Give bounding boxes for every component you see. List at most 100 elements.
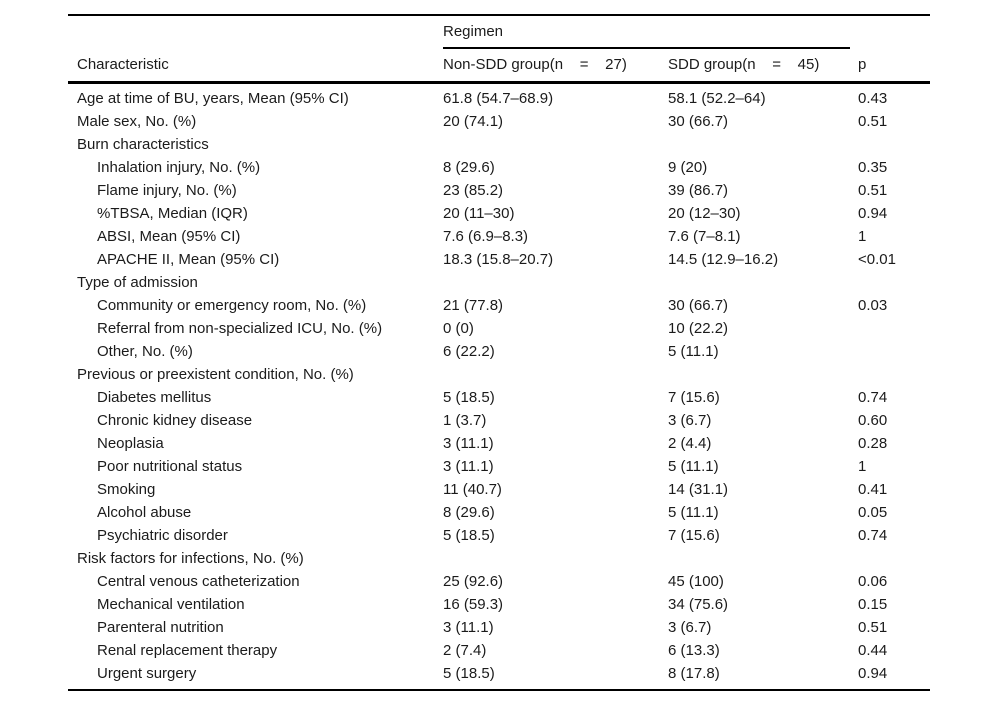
table-row: Chronic kidney disease 1 (3.7) 3 (6.7) 0…	[68, 409, 930, 432]
row-characteristic-label: Community or emergency room, No. (%)	[97, 297, 367, 314]
table-row: Renal replacement therapy 2 (7.4) 6 (13.…	[68, 639, 930, 662]
table-row: Other, No. (%) 6 (22.2) 5 (11.1)	[68, 340, 930, 363]
row-nonsdd-value: 18.3 (15.8–20.7)	[443, 251, 554, 268]
row-characteristic-label: Renal replacement therapy	[97, 642, 278, 659]
row-sdd-value: 7 (15.6)	[668, 389, 720, 406]
row-p-value: <0.01	[858, 251, 896, 268]
row-nonsdd-value: 21 (77.8)	[443, 297, 504, 314]
row-p-value: 0.60	[858, 412, 888, 429]
row-nonsdd-value: 5 (18.5)	[443, 527, 495, 544]
row-characteristic-label: Urgent surgery	[97, 665, 197, 682]
row-sdd-value: 7.6 (7–8.1)	[668, 228, 741, 245]
row-sdd-value: 2 (4.4)	[668, 435, 712, 452]
row-p-value: 0.51	[858, 113, 888, 130]
row-characteristic-label: Central venous catheterization	[97, 573, 300, 590]
table-row: Diabetes mellitus 5 (18.5) 7 (15.6) 0.74	[68, 386, 930, 409]
table-row: Smoking 11 (40.7) 14 (31.1) 0.41	[68, 478, 930, 501]
row-characteristic-label: %TBSA, Median (IQR)	[97, 205, 248, 222]
col-header-p-value: p	[858, 56, 867, 73]
row-sdd-value: 7 (15.6)	[668, 527, 720, 544]
col-header-characteristic: Characteristic	[77, 56, 169, 73]
row-p-value: 0.43	[858, 90, 888, 107]
row-characteristic-label: Previous or preexistent condition, No. (…	[77, 366, 354, 383]
row-nonsdd-value: 20 (11–30)	[443, 205, 515, 222]
characteristics-table: Regimen Characteristic Non-SDD group(n =…	[68, 14, 930, 691]
row-nonsdd-value: 6 (22.2)	[443, 343, 495, 360]
row-p-value: 0.15	[858, 596, 888, 613]
table-row: %TBSA, Median (IQR) 20 (11–30) 20 (12–30…	[68, 202, 930, 225]
table-body: Age at time of BU, years, Mean (95% CI) …	[68, 84, 930, 691]
row-sdd-value: 10 (22.2)	[668, 320, 729, 337]
row-nonsdd-value: 11 (40.7)	[443, 481, 502, 498]
table-row: ABSI, Mean (95% CI) 7.6 (6.9–8.3) 7.6 (7…	[68, 225, 930, 248]
column-header-row: Characteristic Non-SDD group(n = 27) SDD…	[68, 48, 930, 84]
row-p-value: 0.05	[858, 504, 888, 521]
row-nonsdd-value: 5 (18.5)	[443, 389, 495, 406]
row-sdd-value: 14.5 (12.9–16.2)	[668, 251, 779, 268]
row-characteristic-label: Diabetes mellitus	[97, 389, 212, 406]
row-sdd-value: 9 (20)	[668, 159, 708, 176]
row-characteristic-label: Alcohol abuse	[97, 504, 192, 521]
row-sdd-value: 39 (86.7)	[668, 182, 729, 199]
row-characteristic-label: Parenteral nutrition	[97, 619, 224, 636]
row-characteristic-label: APACHE II, Mean (95% CI)	[97, 251, 280, 268]
row-nonsdd-value: 20 (74.1)	[443, 113, 504, 130]
table-row: Parenteral nutrition 3 (11.1) 3 (6.7) 0.…	[68, 616, 930, 639]
row-p-value: 0.74	[858, 527, 888, 544]
row-characteristic-label: Referral from non-specialized ICU, No. (…	[97, 320, 383, 337]
table-row: Type of admission	[68, 271, 930, 294]
table-row: Alcohol abuse 8 (29.6) 5 (11.1) 0.05	[68, 501, 930, 524]
table-row: Referral from non-specialized ICU, No. (…	[68, 317, 930, 340]
row-sdd-value: 3 (6.7)	[668, 412, 712, 429]
row-nonsdd-value: 23 (85.2)	[443, 182, 504, 199]
row-sdd-value: 3 (6.7)	[668, 619, 712, 636]
row-characteristic-label: Other, No. (%)	[97, 343, 193, 360]
row-nonsdd-value: 16 (59.3)	[443, 596, 504, 613]
row-nonsdd-value: 25 (92.6)	[443, 573, 504, 590]
row-sdd-value: 30 (66.7)	[668, 297, 729, 314]
row-nonsdd-value: 3 (11.1)	[443, 435, 494, 452]
row-characteristic-label: Psychiatric disorder	[97, 527, 228, 544]
row-sdd-value: 5 (11.1)	[668, 343, 719, 360]
row-nonsdd-value: 7.6 (6.9–8.3)	[443, 228, 529, 245]
table-row: Age at time of BU, years, Mean (95% CI) …	[68, 87, 930, 110]
table-header: Regimen Characteristic Non-SDD group(n =…	[68, 14, 930, 84]
row-sdd-value: 30 (66.7)	[668, 113, 729, 130]
table-row: Male sex, No. (%) 20 (74.1) 30 (66.7) 0.…	[68, 110, 930, 133]
row-sdd-value: 8 (17.8)	[668, 665, 720, 682]
regimen-spanner: Regimen	[443, 15, 850, 49]
table-row: Flame injury, No. (%) 23 (85.2) 39 (86.7…	[68, 179, 930, 202]
row-characteristic-label: Age at time of BU, years, Mean (95% CI)	[77, 90, 349, 107]
row-nonsdd-value: 3 (11.1)	[443, 619, 494, 636]
row-sdd-value: 58.1 (52.2–64)	[668, 90, 766, 107]
col-header-nonsdd-group: Non-SDD group(n = 27)	[443, 56, 627, 73]
table-row: Urgent surgery 5 (18.5) 8 (17.8) 0.94	[68, 662, 930, 685]
row-nonsdd-value: 3 (11.1)	[443, 458, 494, 475]
row-characteristic-label: ABSI, Mean (95% CI)	[97, 228, 241, 245]
row-p-value: 0.94	[858, 205, 888, 222]
table-row: Neoplasia 3 (11.1) 2 (4.4) 0.28	[68, 432, 930, 455]
row-characteristic-label: Burn characteristics	[77, 136, 209, 153]
row-sdd-value: 34 (75.6)	[668, 596, 729, 613]
table-row: Mechanical ventilation 16 (59.3) 34 (75.…	[68, 593, 930, 616]
row-characteristic-label: Neoplasia	[97, 435, 164, 452]
row-p-value: 1	[858, 458, 867, 475]
row-p-value: 1	[858, 228, 867, 245]
table-row: Central venous catheterization 25 (92.6)…	[68, 570, 930, 593]
row-characteristic-label: Male sex, No. (%)	[77, 113, 197, 130]
row-sdd-value: 5 (11.1)	[668, 458, 719, 475]
row-nonsdd-value: 5 (18.5)	[443, 665, 495, 682]
row-p-value: 0.94	[858, 665, 888, 682]
row-p-value: 0.06	[858, 573, 888, 590]
table-row: Risk factors for infections, No. (%)	[68, 547, 930, 570]
row-p-value: 0.03	[858, 297, 888, 314]
row-nonsdd-value: 1 (3.7)	[443, 412, 487, 429]
row-sdd-value: 5 (11.1)	[668, 504, 719, 521]
row-nonsdd-value: 0 (0)	[443, 320, 474, 337]
regimen-spanner-label: Regimen	[443, 22, 504, 40]
table-row: APACHE II, Mean (95% CI) 18.3 (15.8–20.7…	[68, 248, 930, 271]
row-p-value: 0.35	[858, 159, 888, 176]
row-p-value: 0.51	[858, 182, 888, 199]
row-sdd-value: 14 (31.1)	[668, 481, 729, 498]
